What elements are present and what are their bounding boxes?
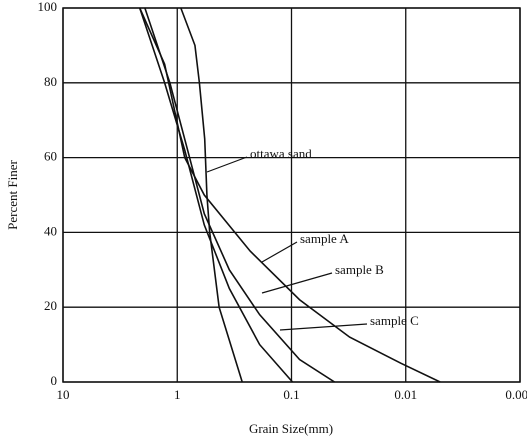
series-label: sample B xyxy=(335,262,384,277)
y-tick-label: 100 xyxy=(38,0,58,14)
x-tick-label: 0.1 xyxy=(283,387,299,402)
data-line xyxy=(139,7,441,383)
leader-line xyxy=(261,241,298,263)
leader-line xyxy=(279,323,368,331)
data-line xyxy=(138,7,294,383)
y-tick-label: 40 xyxy=(44,223,57,238)
series-label: ottawa sand xyxy=(250,146,312,161)
data-line xyxy=(144,7,335,383)
y-tick-label: 60 xyxy=(44,149,57,164)
y-tick-label: 0 xyxy=(51,373,58,388)
x-tick-label: 10 xyxy=(57,387,70,402)
leader-line xyxy=(261,272,333,294)
series-label: sample A xyxy=(300,231,349,246)
data-line xyxy=(180,7,243,383)
y-tick-label: 20 xyxy=(44,298,57,313)
x-tick-label: 0.001 xyxy=(505,387,527,402)
y-tick-label: 80 xyxy=(44,74,57,89)
leader-line xyxy=(206,156,248,173)
x-tick-label: 1 xyxy=(174,387,181,402)
x-axis-label: Grain Size(mm) xyxy=(249,421,333,436)
series-label: sample C xyxy=(370,313,419,328)
x-tick-label: 0.01 xyxy=(394,387,417,402)
y-axis-label: Percent Finer xyxy=(5,159,20,229)
